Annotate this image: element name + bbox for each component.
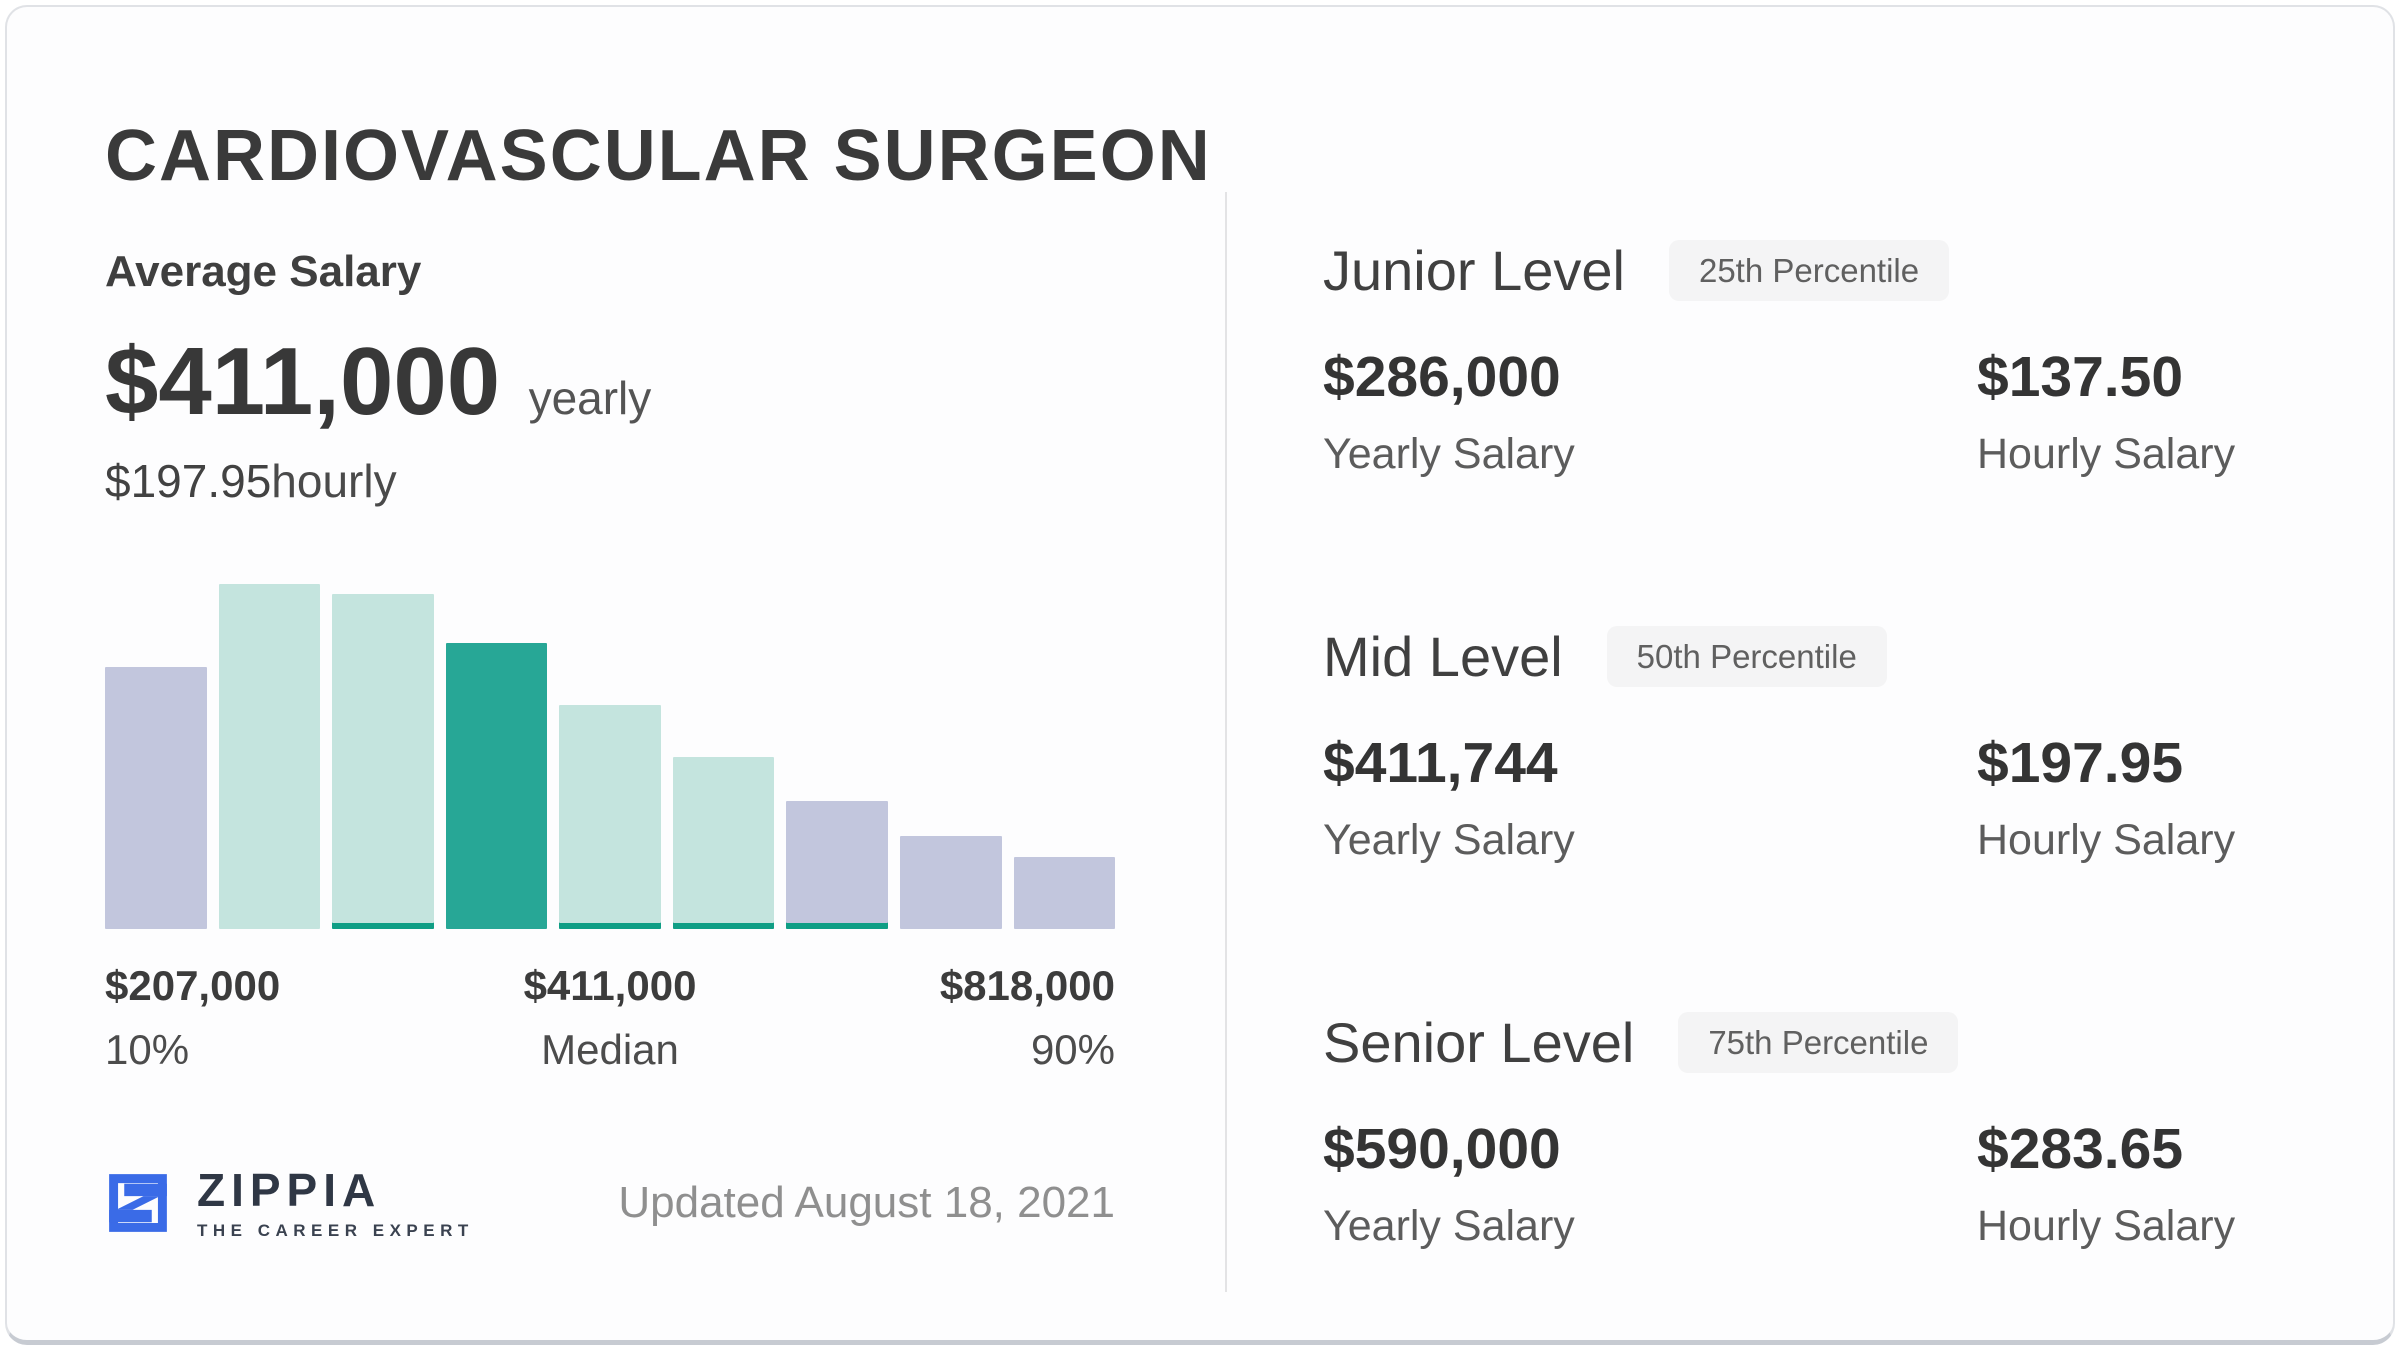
vertical-divider <box>1225 192 1227 1292</box>
yearly-salary-value: $286,000 <box>1323 345 1561 409</box>
histogram-bar <box>105 666 207 929</box>
hourly-salary-value: $197.95 <box>1977 731 2184 795</box>
marker-label: 90% <box>1030 1026 1115 1073</box>
yearly-salary-cell: $286,000 Yearly Salary <box>1323 349 1977 476</box>
hourly-salary-value: $137.50 <box>1977 345 2184 409</box>
percentile-badge: 50th Percentile <box>1606 626 1887 687</box>
average-hourly-row: $197.95hourly <box>105 458 1115 504</box>
average-yearly-row: $411,000 yearly <box>105 334 1115 430</box>
updated-date: Updated August 18, 2021 <box>618 1178 1115 1227</box>
marker-value: $818,000 <box>939 962 1115 1009</box>
yearly-salary-cell: $411,744 Yearly Salary <box>1323 735 1977 862</box>
hourly-salary-value: $283.65 <box>1977 1117 2184 1181</box>
average-salary-label: Average Salary <box>105 247 422 296</box>
level-block-senior: Senior Level 75th Percentile $590,000 Ye… <box>1323 1012 2308 1248</box>
level-head: Mid Level 50th Percentile <box>1323 626 2308 687</box>
hourly-salary-cell: $137.50 Hourly Salary <box>1977 349 2308 476</box>
histogram-bar <box>899 835 1002 929</box>
histogram-bar <box>1013 856 1116 929</box>
level-head: Senior Level 75th Percentile <box>1323 1012 2308 1073</box>
histogram-bar <box>672 756 775 929</box>
marker-value: $207,000 <box>105 962 281 1009</box>
percentile-badge: 25th Percentile <box>1668 240 1950 301</box>
marker-label: 10% <box>105 1026 190 1073</box>
average-yearly-value: $411,000 <box>105 328 501 435</box>
axis-markers: $207,000 10% $411,000 Median $818,000 90… <box>105 965 1115 1071</box>
footer: ZIPPIA THE CAREER EXPERT Updated August … <box>105 1167 1115 1239</box>
histogram-bar <box>218 584 321 929</box>
level-values: $590,000 Yearly Salary $283.65 Hourly Sa… <box>1323 1121 2308 1248</box>
page-title: CARDIOVASCULAR SURGEON <box>105 116 1212 196</box>
marker-10th-percentile: $207,000 10% <box>105 965 280 1071</box>
yearly-salary-label: Yearly Salary <box>1323 1202 1575 1250</box>
level-values: $286,000 Yearly Salary $137.50 Hourly Sa… <box>1323 349 2308 476</box>
level-block-junior: Junior Level 25th Percentile $286,000 Ye… <box>1323 240 2308 476</box>
logo-tagline: THE CAREER EXPERT <box>197 1221 474 1240</box>
level-name: Junior Level <box>1323 238 1625 302</box>
zippia-logo: ZIPPIA THE CAREER EXPERT <box>105 1167 474 1239</box>
yearly-salary-value: $590,000 <box>1323 1117 1561 1181</box>
yearly-salary-label: Yearly Salary <box>1323 430 1575 478</box>
level-name: Mid Level <box>1323 624 1563 688</box>
salary-infographic-card: CARDIOVASCULAR SURGEON Average Salary $4… <box>5 5 2395 1345</box>
hourly-salary-label: Hourly Salary <box>1977 430 2236 478</box>
yearly-salary-cell: $590,000 Yearly Salary <box>1323 1121 1977 1248</box>
right-column: Junior Level 25th Percentile $286,000 Ye… <box>1227 112 2308 1340</box>
average-hourly-unit: hourly <box>271 455 397 507</box>
yearly-salary-label: Yearly Salary <box>1323 816 1575 864</box>
marker-value: $411,000 <box>523 962 697 1009</box>
hourly-salary-cell: $283.65 Hourly Salary <box>1977 1121 2308 1248</box>
histogram-bar-median <box>445 642 548 929</box>
left-column: CARDIOVASCULAR SURGEON Average Salary $4… <box>105 112 1212 1340</box>
marker-median: $411,000 Median <box>524 965 697 1071</box>
zippia-z-icon <box>109 1174 167 1232</box>
histogram-bar <box>786 801 888 929</box>
histogram-bar <box>332 594 434 929</box>
hourly-salary-cell: $197.95 Hourly Salary <box>1977 735 2308 862</box>
average-hourly-value: $197.95 <box>105 455 272 507</box>
level-block-mid: Mid Level 50th Percentile $411,744 Yearl… <box>1323 626 2308 862</box>
percentile-badge: 75th Percentile <box>1678 1012 1959 1073</box>
average-yearly-unit: yearly <box>528 372 652 424</box>
logo-text-block: ZIPPIA THE CAREER EXPERT <box>197 1167 474 1239</box>
yearly-salary-value: $411,744 <box>1323 731 1558 795</box>
marker-90th-percentile: $818,000 90% <box>940 965 1115 1071</box>
marker-label: Median <box>541 1026 679 1073</box>
hourly-salary-label: Hourly Salary <box>1977 816 2236 864</box>
level-name: Senior Level <box>1323 1010 1635 1074</box>
histogram <box>105 584 1116 929</box>
level-values: $411,744 Yearly Salary $197.95 Hourly Sa… <box>1323 735 2308 862</box>
logo-name: ZIPPIA <box>197 1164 382 1216</box>
hourly-salary-label: Hourly Salary <box>1977 1202 2236 1250</box>
histogram-bar <box>559 704 661 929</box>
level-head: Junior Level 25th Percentile <box>1323 240 2308 301</box>
